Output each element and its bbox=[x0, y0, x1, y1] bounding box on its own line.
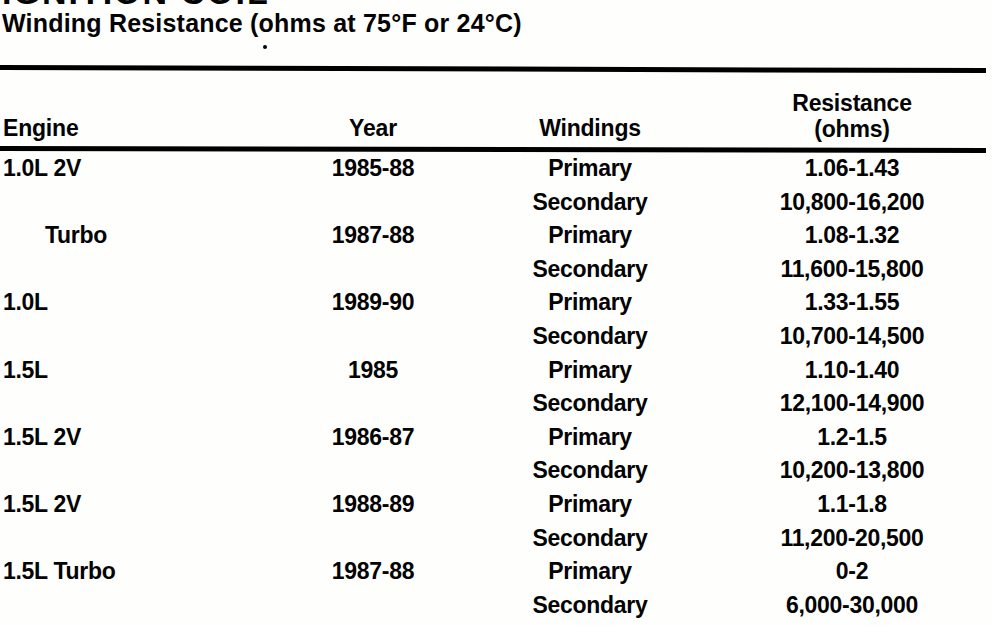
engine-cell: 1.5L Turbo bbox=[0, 555, 300, 589]
windings-cell: Primary bbox=[446, 354, 734, 388]
resistance-cell: 1.10-1.40 bbox=[734, 354, 970, 388]
year-cell bbox=[300, 589, 446, 623]
engine-cell: 1.5L bbox=[0, 354, 300, 388]
table-header-row: Engine Year Windings Resistance (ohms) bbox=[0, 72, 970, 148]
resistance-cell: 1.33-1.55 bbox=[734, 286, 970, 320]
table-row: 1.5L 2V 1988-89 Primary 1.1-1.8 bbox=[0, 488, 970, 522]
windings-cell: Primary bbox=[446, 152, 734, 186]
resistance-cell: 1.06-1.43 bbox=[734, 152, 970, 186]
engine-cell bbox=[0, 186, 300, 220]
resistance-cell: 1.08-1.32 bbox=[734, 219, 970, 253]
resistance-cell: 12,100-14,900 bbox=[734, 387, 970, 421]
document-page: IGNITION COIL Winding Resistance (ohms a… bbox=[0, 0, 992, 626]
windings-cell: Secondary bbox=[446, 589, 734, 623]
table-row: Secondary 11,600-15,800 bbox=[0, 253, 970, 287]
windings-cell: Primary bbox=[446, 555, 734, 589]
table-row: 1.5L 2V 1986-87 Primary 1.2-1.5 bbox=[0, 421, 970, 455]
resistance-cell: 11,600-15,800 bbox=[734, 253, 970, 287]
table-subtitle: Winding Resistance (ohms at 75°F or 24°C… bbox=[2, 9, 522, 38]
resistance-cell: 10,800-16,200 bbox=[734, 186, 970, 220]
year-cell: 1988-89 bbox=[300, 488, 446, 522]
engine-cell bbox=[0, 522, 300, 556]
engine-cell: Turbo bbox=[0, 219, 300, 253]
table-row: 1.5L 1985 Primary 1.10-1.40 bbox=[0, 354, 970, 388]
year-cell bbox=[300, 522, 446, 556]
scan-artifact-dot bbox=[263, 45, 267, 49]
table-row: Secondary 12,100-14,900 bbox=[0, 387, 970, 421]
engine-cell bbox=[0, 320, 300, 354]
year-cell: 1987-88 bbox=[300, 219, 446, 253]
year-cell: 1989-90 bbox=[300, 286, 446, 320]
table-row: Secondary 11,200-20,500 bbox=[0, 522, 970, 556]
resistance-cell: 11,200-20,500 bbox=[734, 522, 970, 556]
windings-cell: Primary bbox=[446, 488, 734, 522]
year-cell: 1986-87 bbox=[300, 421, 446, 455]
year-cell: 1987-88 bbox=[300, 555, 446, 589]
year-cell: 1985 bbox=[300, 354, 446, 388]
table-row: 1.0L 1989-90 Primary 1.33-1.55 bbox=[0, 286, 970, 320]
scanned-document: { "page": { "heading": "IGNITION COIL", … bbox=[0, 0, 992, 626]
clipped-page-heading: IGNITION COIL bbox=[2, 0, 342, 9]
windings-cell: Secondary bbox=[446, 186, 734, 220]
resistance-cell: 1.1-1.8 bbox=[734, 488, 970, 522]
table-body: 1.0L 2V 1985-88 Primary 1.06-1.43 Second… bbox=[0, 152, 970, 622]
year-cell bbox=[300, 454, 446, 488]
table-row: 1.5L Turbo 1987-88 Primary 0-2 bbox=[0, 555, 970, 589]
clipped-page-heading-text: IGNITION COIL bbox=[2, 0, 342, 9]
column-header-windings: Windings bbox=[446, 115, 734, 142]
windings-cell: Secondary bbox=[446, 387, 734, 421]
windings-cell: Primary bbox=[446, 286, 734, 320]
column-header-resistance: Resistance (ohms) bbox=[734, 90, 970, 142]
resistance-cell: 10,200-13,800 bbox=[734, 454, 970, 488]
table-row: Turbo 1987-88 Primary 1.08-1.32 bbox=[0, 219, 970, 253]
resistance-cell: 6,000-30,000 bbox=[734, 589, 970, 623]
windings-cell: Primary bbox=[446, 421, 734, 455]
year-cell bbox=[300, 320, 446, 354]
column-header-resistance-line1: Resistance bbox=[734, 90, 970, 116]
windings-cell: Secondary bbox=[446, 522, 734, 556]
engine-cell bbox=[0, 589, 300, 623]
windings-cell: Secondary bbox=[446, 253, 734, 287]
year-cell bbox=[300, 253, 446, 287]
engine-cell bbox=[0, 387, 300, 421]
windings-cell: Secondary bbox=[446, 454, 734, 488]
table-row: Secondary 6,000-30,000 bbox=[0, 589, 970, 623]
resistance-cell: 1.2-1.5 bbox=[734, 421, 970, 455]
engine-cell bbox=[0, 454, 300, 488]
year-cell bbox=[300, 387, 446, 421]
engine-cell: 1.5L 2V bbox=[0, 421, 300, 455]
table-row: Secondary 10,200-13,800 bbox=[0, 454, 970, 488]
column-header-year: Year bbox=[300, 115, 446, 142]
year-cell: 1985-88 bbox=[300, 152, 446, 186]
column-header-engine: Engine bbox=[0, 115, 300, 142]
resistance-cell: 10,700-14,500 bbox=[734, 320, 970, 354]
windings-cell: Primary bbox=[446, 219, 734, 253]
windings-cell: Secondary bbox=[446, 320, 734, 354]
table-row: Secondary 10,800-16,200 bbox=[0, 186, 970, 220]
table-row: 1.0L 2V 1985-88 Primary 1.06-1.43 bbox=[0, 152, 970, 186]
year-cell bbox=[300, 186, 446, 220]
resistance-cell: 0-2 bbox=[734, 555, 970, 589]
engine-cell: 1.0L bbox=[0, 286, 300, 320]
column-header-resistance-line2: (ohms) bbox=[734, 116, 970, 142]
engine-cell: 1.0L 2V bbox=[0, 152, 300, 186]
engine-cell: 1.5L 2V bbox=[0, 488, 300, 522]
table-row: Secondary 10,700-14,500 bbox=[0, 320, 970, 354]
engine-cell bbox=[0, 253, 300, 287]
